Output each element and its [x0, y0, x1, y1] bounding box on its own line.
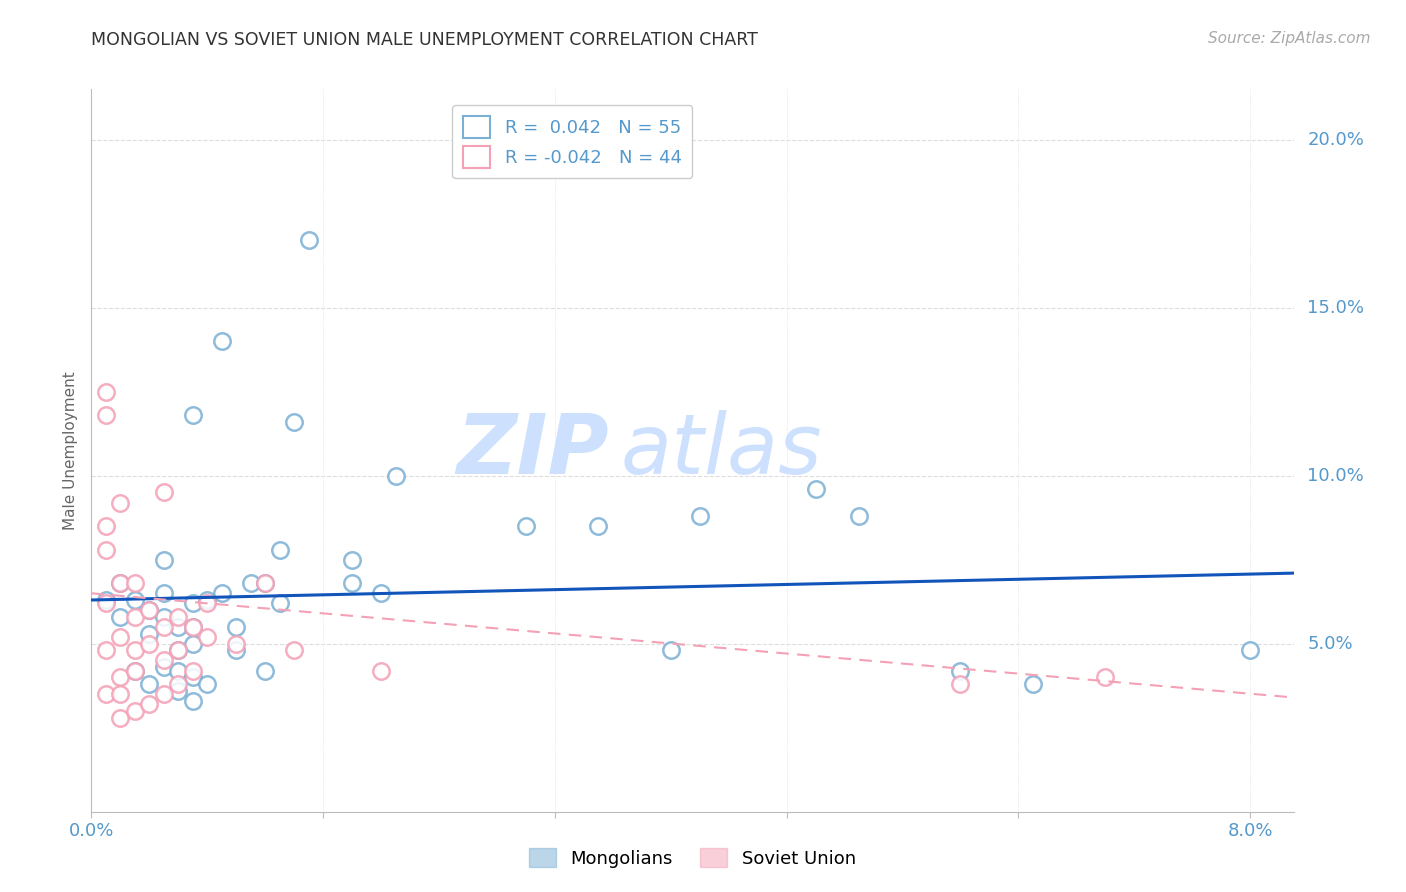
Point	[153, 485, 176, 500]
Point	[94, 542, 117, 557]
Point	[225, 637, 247, 651]
Point	[283, 415, 305, 429]
Point	[1022, 677, 1045, 691]
Point	[689, 508, 711, 523]
Point	[167, 609, 190, 624]
Text: MONGOLIAN VS SOVIET UNION MALE UNEMPLOYMENT CORRELATION CHART: MONGOLIAN VS SOVIET UNION MALE UNEMPLOYM…	[91, 31, 758, 49]
Point	[124, 664, 146, 678]
Point	[138, 677, 160, 691]
Point	[370, 664, 392, 678]
Point	[167, 683, 190, 698]
Point	[153, 620, 176, 634]
Text: ZIP: ZIP	[456, 410, 609, 491]
Point	[110, 576, 132, 591]
Point	[225, 643, 247, 657]
Point	[195, 596, 218, 610]
Text: 10.0%: 10.0%	[1308, 467, 1364, 484]
Point	[110, 609, 132, 624]
Point	[181, 408, 204, 422]
Point	[181, 596, 204, 610]
Point	[124, 593, 146, 607]
Point	[181, 664, 204, 678]
Point	[153, 552, 176, 566]
Point	[181, 637, 204, 651]
Point	[153, 660, 176, 674]
Point	[138, 697, 160, 711]
Legend: Mongolians, Soviet Union: Mongolians, Soviet Union	[522, 841, 863, 875]
Point	[94, 519, 117, 533]
Point	[110, 630, 132, 644]
Y-axis label: Male Unemployment: Male Unemployment	[63, 371, 79, 530]
Point	[94, 408, 117, 422]
Point	[1094, 670, 1116, 684]
Point	[225, 620, 247, 634]
Point	[181, 620, 204, 634]
Point	[211, 586, 233, 600]
Point	[124, 664, 146, 678]
Point	[254, 664, 277, 678]
Point	[588, 519, 610, 533]
Point	[153, 687, 176, 701]
Point	[254, 576, 277, 591]
Point	[949, 677, 972, 691]
Point	[283, 643, 305, 657]
Text: Source: ZipAtlas.com: Source: ZipAtlas.com	[1208, 31, 1371, 46]
Point	[195, 630, 218, 644]
Point	[195, 677, 218, 691]
Point	[124, 609, 146, 624]
Point	[110, 711, 132, 725]
Text: 20.0%: 20.0%	[1308, 130, 1364, 149]
Point	[167, 677, 190, 691]
Point	[384, 468, 406, 483]
Text: 5.0%: 5.0%	[1308, 635, 1353, 653]
Point	[94, 687, 117, 701]
Point	[153, 653, 176, 667]
Point	[94, 596, 117, 610]
Text: atlas: atlas	[620, 410, 823, 491]
Point	[195, 593, 218, 607]
Point	[110, 670, 132, 684]
Point	[804, 482, 827, 496]
Point	[370, 586, 392, 600]
Point	[269, 542, 291, 557]
Point	[340, 576, 363, 591]
Point	[239, 576, 262, 591]
Point	[138, 603, 160, 617]
Point	[181, 670, 204, 684]
Point	[153, 609, 176, 624]
Point	[110, 576, 132, 591]
Point	[124, 643, 146, 657]
Point	[153, 586, 176, 600]
Point	[181, 694, 204, 708]
Point	[94, 593, 117, 607]
Point	[94, 643, 117, 657]
Text: 15.0%: 15.0%	[1308, 299, 1364, 317]
Point	[124, 704, 146, 718]
Point	[254, 576, 277, 591]
Point	[211, 334, 233, 349]
Point	[138, 637, 160, 651]
Point	[659, 643, 682, 657]
Point	[167, 643, 190, 657]
Point	[110, 495, 132, 509]
Point	[138, 603, 160, 617]
Point	[298, 234, 321, 248]
Point	[181, 620, 204, 634]
Point	[167, 664, 190, 678]
Point	[167, 620, 190, 634]
Point	[138, 626, 160, 640]
Point	[124, 576, 146, 591]
Point	[515, 519, 537, 533]
Point	[269, 596, 291, 610]
Point	[848, 508, 870, 523]
Point	[1239, 643, 1261, 657]
Point	[340, 552, 363, 566]
Point	[949, 664, 972, 678]
Point	[110, 687, 132, 701]
Point	[94, 384, 117, 399]
Point	[167, 643, 190, 657]
